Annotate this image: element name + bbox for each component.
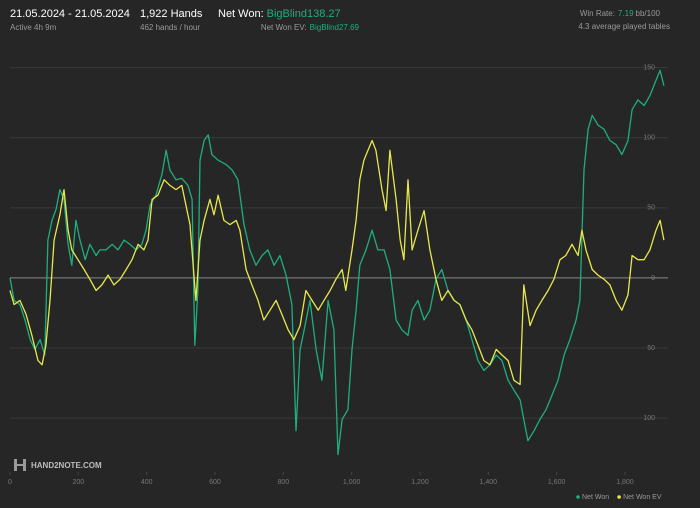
- x-tick-label: 800: [277, 479, 289, 486]
- logo-text: HAND2NOTE.COM: [31, 461, 102, 470]
- y-tick-label: 100: [643, 415, 655, 422]
- legend-label: Net Won EV: [623, 494, 662, 501]
- win-rate-value: 7.19: [618, 9, 634, 18]
- y-tick-label: 50: [647, 205, 655, 212]
- x-tick-label: 1,200: [411, 479, 429, 486]
- logo-icon: [14, 459, 26, 471]
- x-tick-label: 1,400: [480, 479, 498, 486]
- x-tick-label: 1,600: [548, 479, 566, 486]
- legend-label: Net Won: [582, 494, 609, 501]
- win-rate: Win Rate: 7.19 bb/100: [580, 9, 661, 18]
- series-line: [9, 139, 665, 386]
- win-rate-unit: bb/100: [636, 9, 661, 18]
- x-tick-label: 0: [8, 479, 12, 486]
- legend-marker: [617, 495, 621, 499]
- y-tick-label: 150: [643, 64, 655, 71]
- net-won-ev-label: Net Won EV:: [261, 23, 307, 32]
- x-tick-label: 600: [209, 479, 221, 486]
- x-tick-label: 1,800: [616, 479, 634, 486]
- net-won-label: Net Won:: [218, 8, 264, 20]
- legend-marker: [576, 495, 580, 499]
- hands-per-hour: 462 hands / hour: [140, 23, 200, 32]
- x-tick-label: 200: [72, 479, 84, 486]
- net-won-ev-value: BigBlind27.69: [310, 23, 360, 32]
- date-range: 21.05.2024 - 21.05.2024: [10, 8, 130, 20]
- x-tick-label: 1,000: [343, 479, 361, 486]
- active-time: Active 4h 9m: [10, 23, 57, 32]
- net-won: Net Won: BigBlind138.27: [218, 8, 341, 20]
- win-rate-label: Win Rate:: [580, 9, 615, 18]
- y-tick-label: 100: [643, 135, 655, 142]
- hands: 1,922 Hands: [140, 8, 203, 20]
- series-line: [9, 69, 665, 456]
- y-tick-label: 50: [647, 345, 655, 352]
- net-won-ev: Net Won EV: BigBlind27.69: [261, 23, 360, 32]
- tables: 4.3 average played tables: [578, 22, 670, 31]
- net-won-value: BigBlind138.27: [267, 8, 341, 20]
- y-tick-label: 0: [651, 275, 655, 282]
- x-tick-label: 400: [141, 479, 153, 486]
